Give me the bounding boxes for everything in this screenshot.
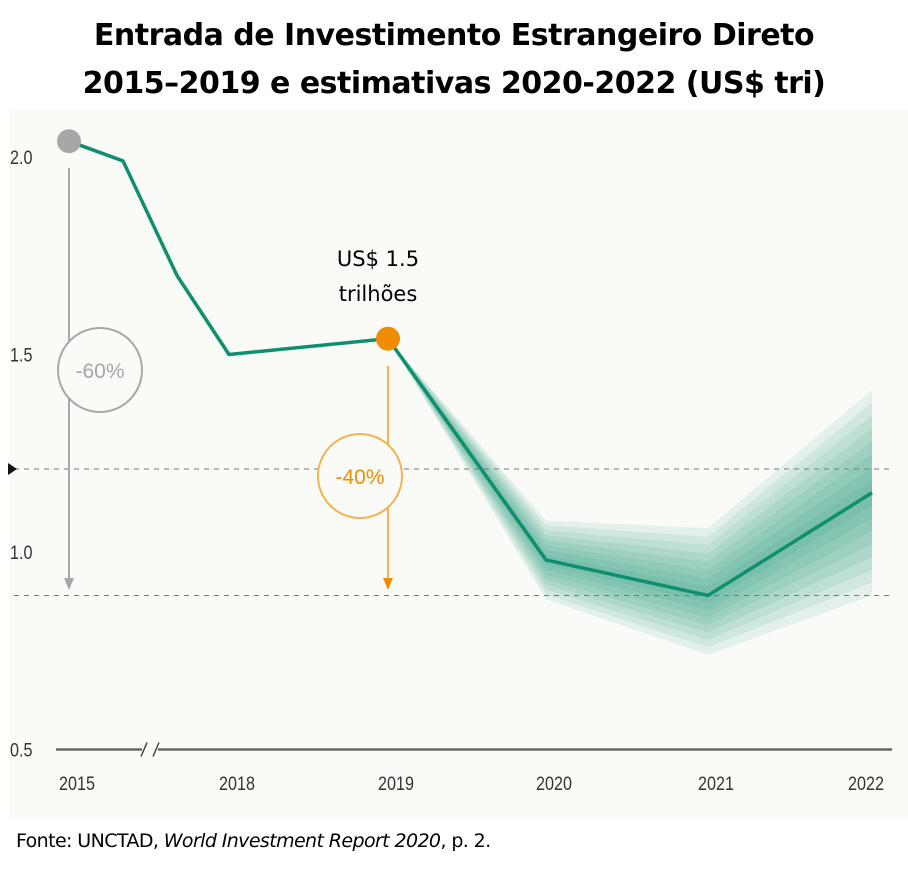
percent-label-40: -40% — [335, 466, 384, 489]
point-2019-marker — [376, 326, 400, 351]
source-prefix: Fonte: UNCTAD, — [16, 830, 164, 852]
source-note: Fonte: UNCTAD, World Investment Report 2… — [16, 830, 491, 852]
arrowhead-icon — [64, 578, 74, 590]
source-suffix: , p. 2. — [440, 830, 491, 852]
annotations: -60% -40% US$ 1.5 trilhões — [57, 168, 419, 590]
x-tick-label: 2020 — [536, 773, 572, 795]
forecast-band-layer — [388, 338, 872, 655]
x-tick-label: 2019 — [378, 773, 414, 795]
forecast-band-layer — [388, 338, 872, 618]
x-tick-label: 2015 — [59, 773, 95, 795]
percent-badge-60 — [57, 327, 143, 413]
x-tick-label: 2018 — [219, 773, 255, 795]
x-tick-label: 2022 — [848, 773, 884, 795]
value-annotation-line1: US$ 1.5 — [337, 247, 419, 271]
start-point-marker — [57, 129, 81, 154]
percent-label-60: -60% — [75, 360, 124, 383]
reference-marker-icon — [8, 463, 17, 476]
forecast-band-layer — [388, 338, 872, 626]
source-title: World Investment Report 2020 — [163, 830, 441, 852]
arrowhead-icon — [383, 578, 393, 590]
axis-break-icon — [140, 742, 148, 757]
plot-background — [10, 110, 908, 820]
chart-title: Entrada de Investimento Estrangeiro Dire… — [93, 18, 815, 53]
value-annotation-line2: trilhões — [339, 282, 418, 306]
series-line-estimativa — [386, 337, 873, 598]
y-tick-label: 2.0 — [10, 147, 33, 169]
y-tick-label: 0.5 — [10, 739, 33, 761]
series-lines — [57, 129, 873, 598]
x-tick-label: 2021 — [698, 773, 734, 795]
y-tick-label: 1.0 — [10, 542, 33, 564]
tick-labels: 0.5 1.0 1.5 2.0 2015 2018 2019 2020 2021 2022 — [10, 147, 884, 795]
reference-lines — [8, 463, 892, 596]
y-tick-label: 1.5 — [10, 344, 33, 366]
percent-badge-40 — [317, 433, 403, 519]
chart-subtitle: 2015–2019 e estimativas 2020-2022 (US$ t… — [82, 66, 826, 101]
forecast-band-layer — [388, 338, 872, 640]
axis-break-icon — [152, 742, 160, 757]
forecast-band-layer — [388, 338, 872, 633]
x-axis — [56, 742, 892, 757]
series-line-histórico — [68, 139, 389, 357]
